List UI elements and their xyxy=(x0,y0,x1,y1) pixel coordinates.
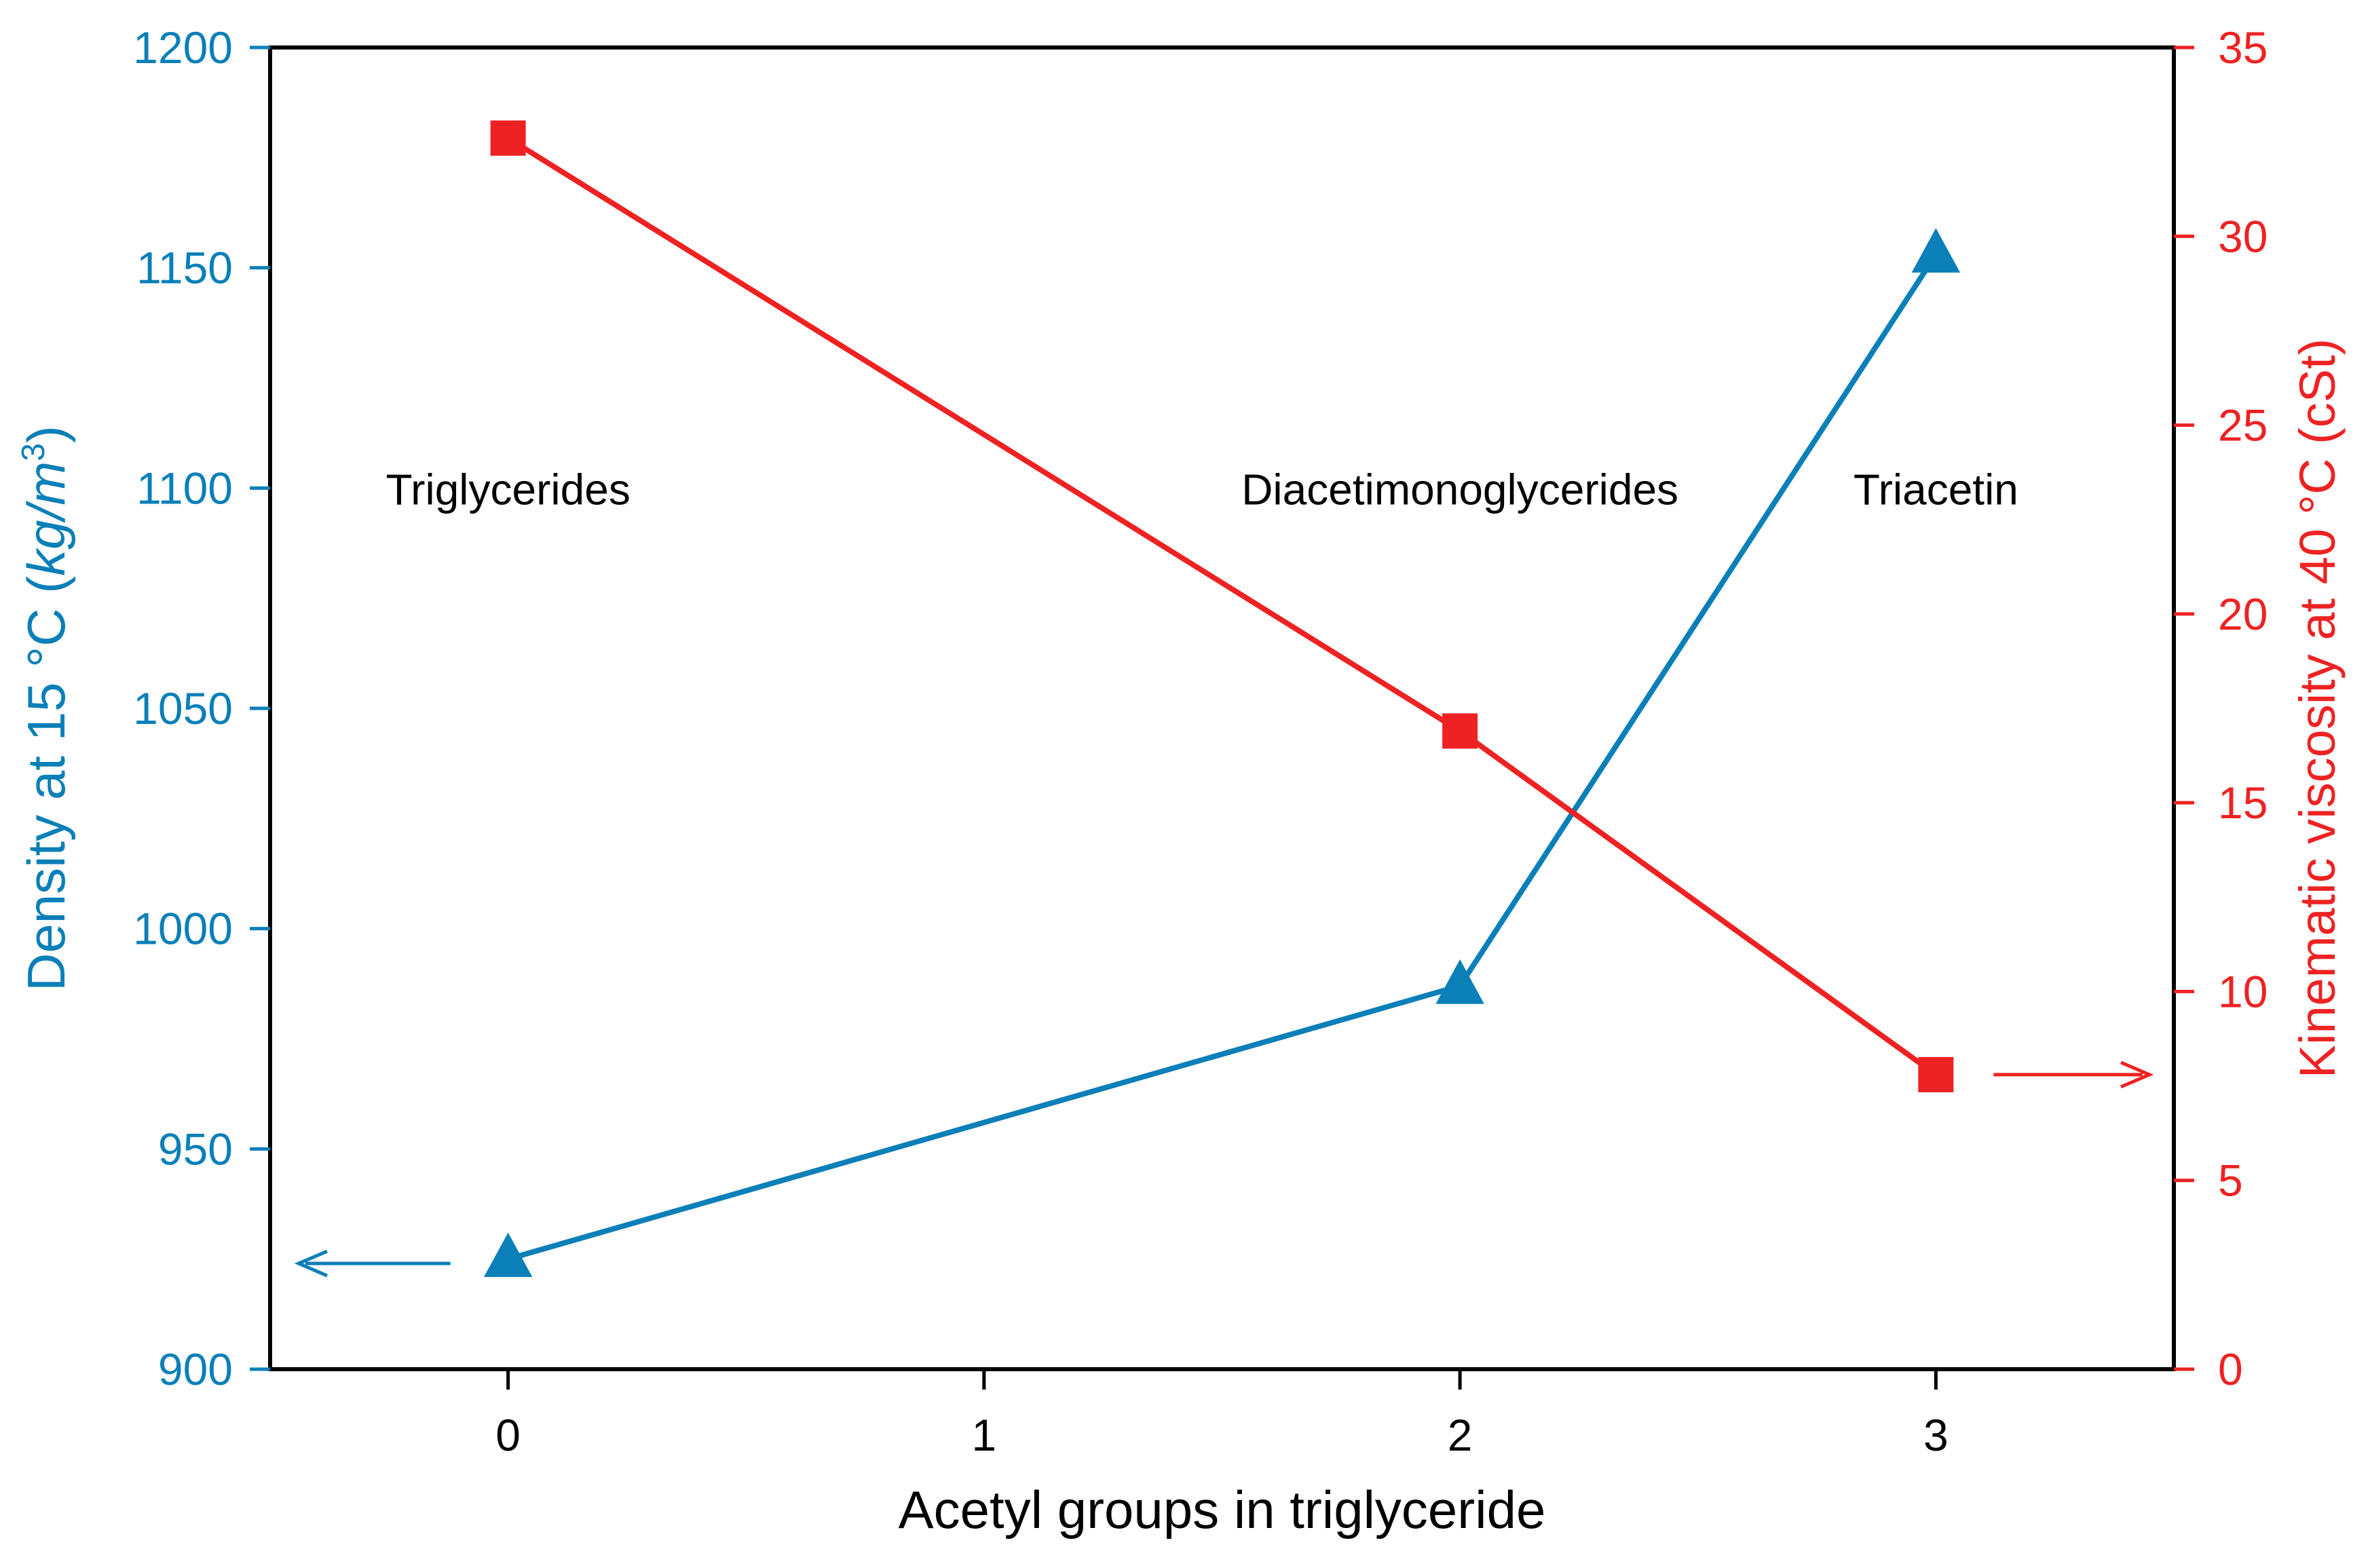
x-tick-label: 3 xyxy=(1923,1410,1949,1460)
right-y-tick-label: 30 xyxy=(2218,211,2268,261)
left-y-tick-label: 1200 xyxy=(133,22,233,73)
right-y-tick-label: 5 xyxy=(2218,1155,2243,1206)
kinematic-viscosity-point xyxy=(1918,1056,1954,1092)
annotation-label: Triacetin xyxy=(1854,465,2018,514)
density-line xyxy=(507,253,1938,1262)
left-y-axis-label: Density at 15 °C (kg/m3) xyxy=(16,425,76,991)
density-point xyxy=(483,1232,533,1278)
label-layer: 0 1 2 3 Acetyl groups in triglyceride 900 950 1… xyxy=(16,22,2346,1540)
density-point xyxy=(1435,959,1484,1004)
left-y-tick-label: 1050 xyxy=(133,683,233,733)
right-y-tick-label: 0 xyxy=(2218,1344,2243,1394)
x-tick-label: 2 xyxy=(1448,1410,1473,1460)
right-y-tick-label: 20 xyxy=(2218,589,2268,639)
axes-layer xyxy=(250,45,2194,1390)
right-y-tick-label: 35 xyxy=(2218,22,2268,73)
right-y-tick-label: 25 xyxy=(2218,400,2268,451)
left-y-tick-label: 950 xyxy=(158,1124,233,1174)
kinematic-viscosity-point xyxy=(1442,713,1478,749)
left-y-tick-label: 1000 xyxy=(133,904,233,954)
right-y-tick-label: 10 xyxy=(2218,966,2268,1016)
plot-frame xyxy=(268,45,2176,1371)
kinematic-viscosity-line xyxy=(506,136,1938,1077)
x-tick-label: 0 xyxy=(495,1410,521,1460)
density-point xyxy=(1911,228,1961,273)
x-tick-label: 1 xyxy=(972,1410,997,1460)
left-y-tick-label: 900 xyxy=(158,1344,233,1394)
annotation-label: Diacetimonoglycerides xyxy=(1241,465,1678,514)
kinematic-viscosity-point xyxy=(490,120,526,156)
x-axis-label: Acetyl groups in triglyceride xyxy=(899,1480,1546,1540)
right-y-tick-label: 15 xyxy=(2218,778,2268,828)
annotation-label: Triglycerides xyxy=(385,465,630,514)
left-y-tick-label: 1100 xyxy=(136,463,233,513)
right-y-axis-label: Kinematic viscosity at 40 °C (cSt) xyxy=(2289,339,2346,1079)
left-y-tick-label: 1150 xyxy=(136,243,233,293)
density-axis-arrow-head xyxy=(294,1249,328,1278)
viscosity-axis-arrow-head xyxy=(2120,1060,2154,1089)
series-layer xyxy=(294,120,2154,1278)
